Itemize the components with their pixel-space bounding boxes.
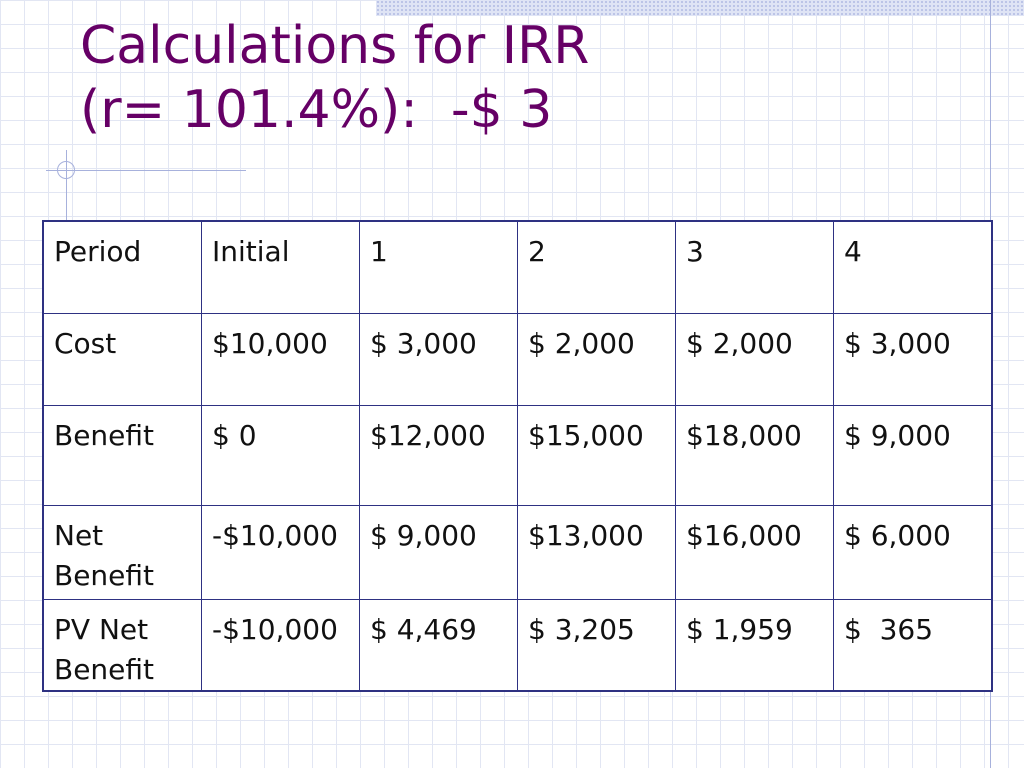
- decorative-top-band: [376, 0, 1024, 16]
- table-cell: -$10,000: [201, 504, 360, 600]
- table-cell: $18,000: [675, 404, 834, 506]
- table-cell: $15,000: [517, 404, 676, 506]
- table-cell: $ 3,000: [833, 312, 993, 406]
- table-cell: $ 2,000: [517, 312, 676, 406]
- table-cell: $10,000: [201, 312, 360, 406]
- slide-title: Calculations for IRR (r= 101.4%): -$ 3: [80, 14, 589, 142]
- table-row-benefit: Benefit $ 0 $12,000 $15,000 $18,000 $ 9,…: [42, 404, 993, 506]
- table-cell: $ 2,000: [675, 312, 834, 406]
- table-cell: 3: [675, 220, 834, 314]
- table-cell: Initial: [201, 220, 360, 314]
- table-cell: 1: [359, 220, 518, 314]
- table-cell: $13,000: [517, 504, 676, 600]
- decorative-horizontal-line: [46, 170, 246, 171]
- decorative-circle-icon: [57, 161, 75, 179]
- table-cell: $ 9,000: [359, 504, 518, 600]
- table-row-cost: Cost $10,000 $ 3,000 $ 2,000 $ 2,000 $ 3…: [42, 312, 993, 406]
- table-cell: $12,000: [359, 404, 518, 506]
- row-label-pv-net-benefit: PV Net Benefit: [42, 598, 202, 691]
- table-row-period: Period Initial 1 2 3 4: [42, 220, 993, 314]
- table-cell: $ 365: [833, 598, 993, 691]
- table-row-net-benefit: Net Benefit -$10,000 $ 9,000 $13,000 $16…: [42, 504, 993, 600]
- row-label-benefit: Benefit: [42, 404, 202, 506]
- table-cell: $ 4,469: [359, 598, 518, 691]
- table-row-pv-net-benefit: PV Net Benefit -$10,000 $ 4,469 $ 3,205 …: [42, 598, 993, 691]
- row-label-period: Period: [42, 220, 202, 314]
- table-cell: 4: [833, 220, 993, 314]
- slide-title-line-1: Calculations for IRR: [80, 16, 590, 76]
- row-label-cost: Cost: [42, 312, 202, 406]
- table-cell: $ 9,000: [833, 404, 993, 506]
- table-cell: 2: [517, 220, 676, 314]
- irr-calculation-table: Period Initial 1 2 3 4 Cost $10,000 $ 3,…: [42, 220, 993, 692]
- table-cell: $ 1,959: [675, 598, 834, 691]
- table-cell: $ 3,205: [517, 598, 676, 691]
- slide-title-line-2: (r= 101.4%): -$ 3: [80, 80, 553, 140]
- table-cell: -$10,000: [201, 598, 360, 691]
- row-label-net-benefit: Net Benefit: [42, 504, 202, 600]
- table-cell: $16,000: [675, 504, 834, 600]
- table-cell: $ 0: [201, 404, 360, 506]
- table-cell: $ 3,000: [359, 312, 518, 406]
- table-cell: $ 6,000: [833, 504, 993, 600]
